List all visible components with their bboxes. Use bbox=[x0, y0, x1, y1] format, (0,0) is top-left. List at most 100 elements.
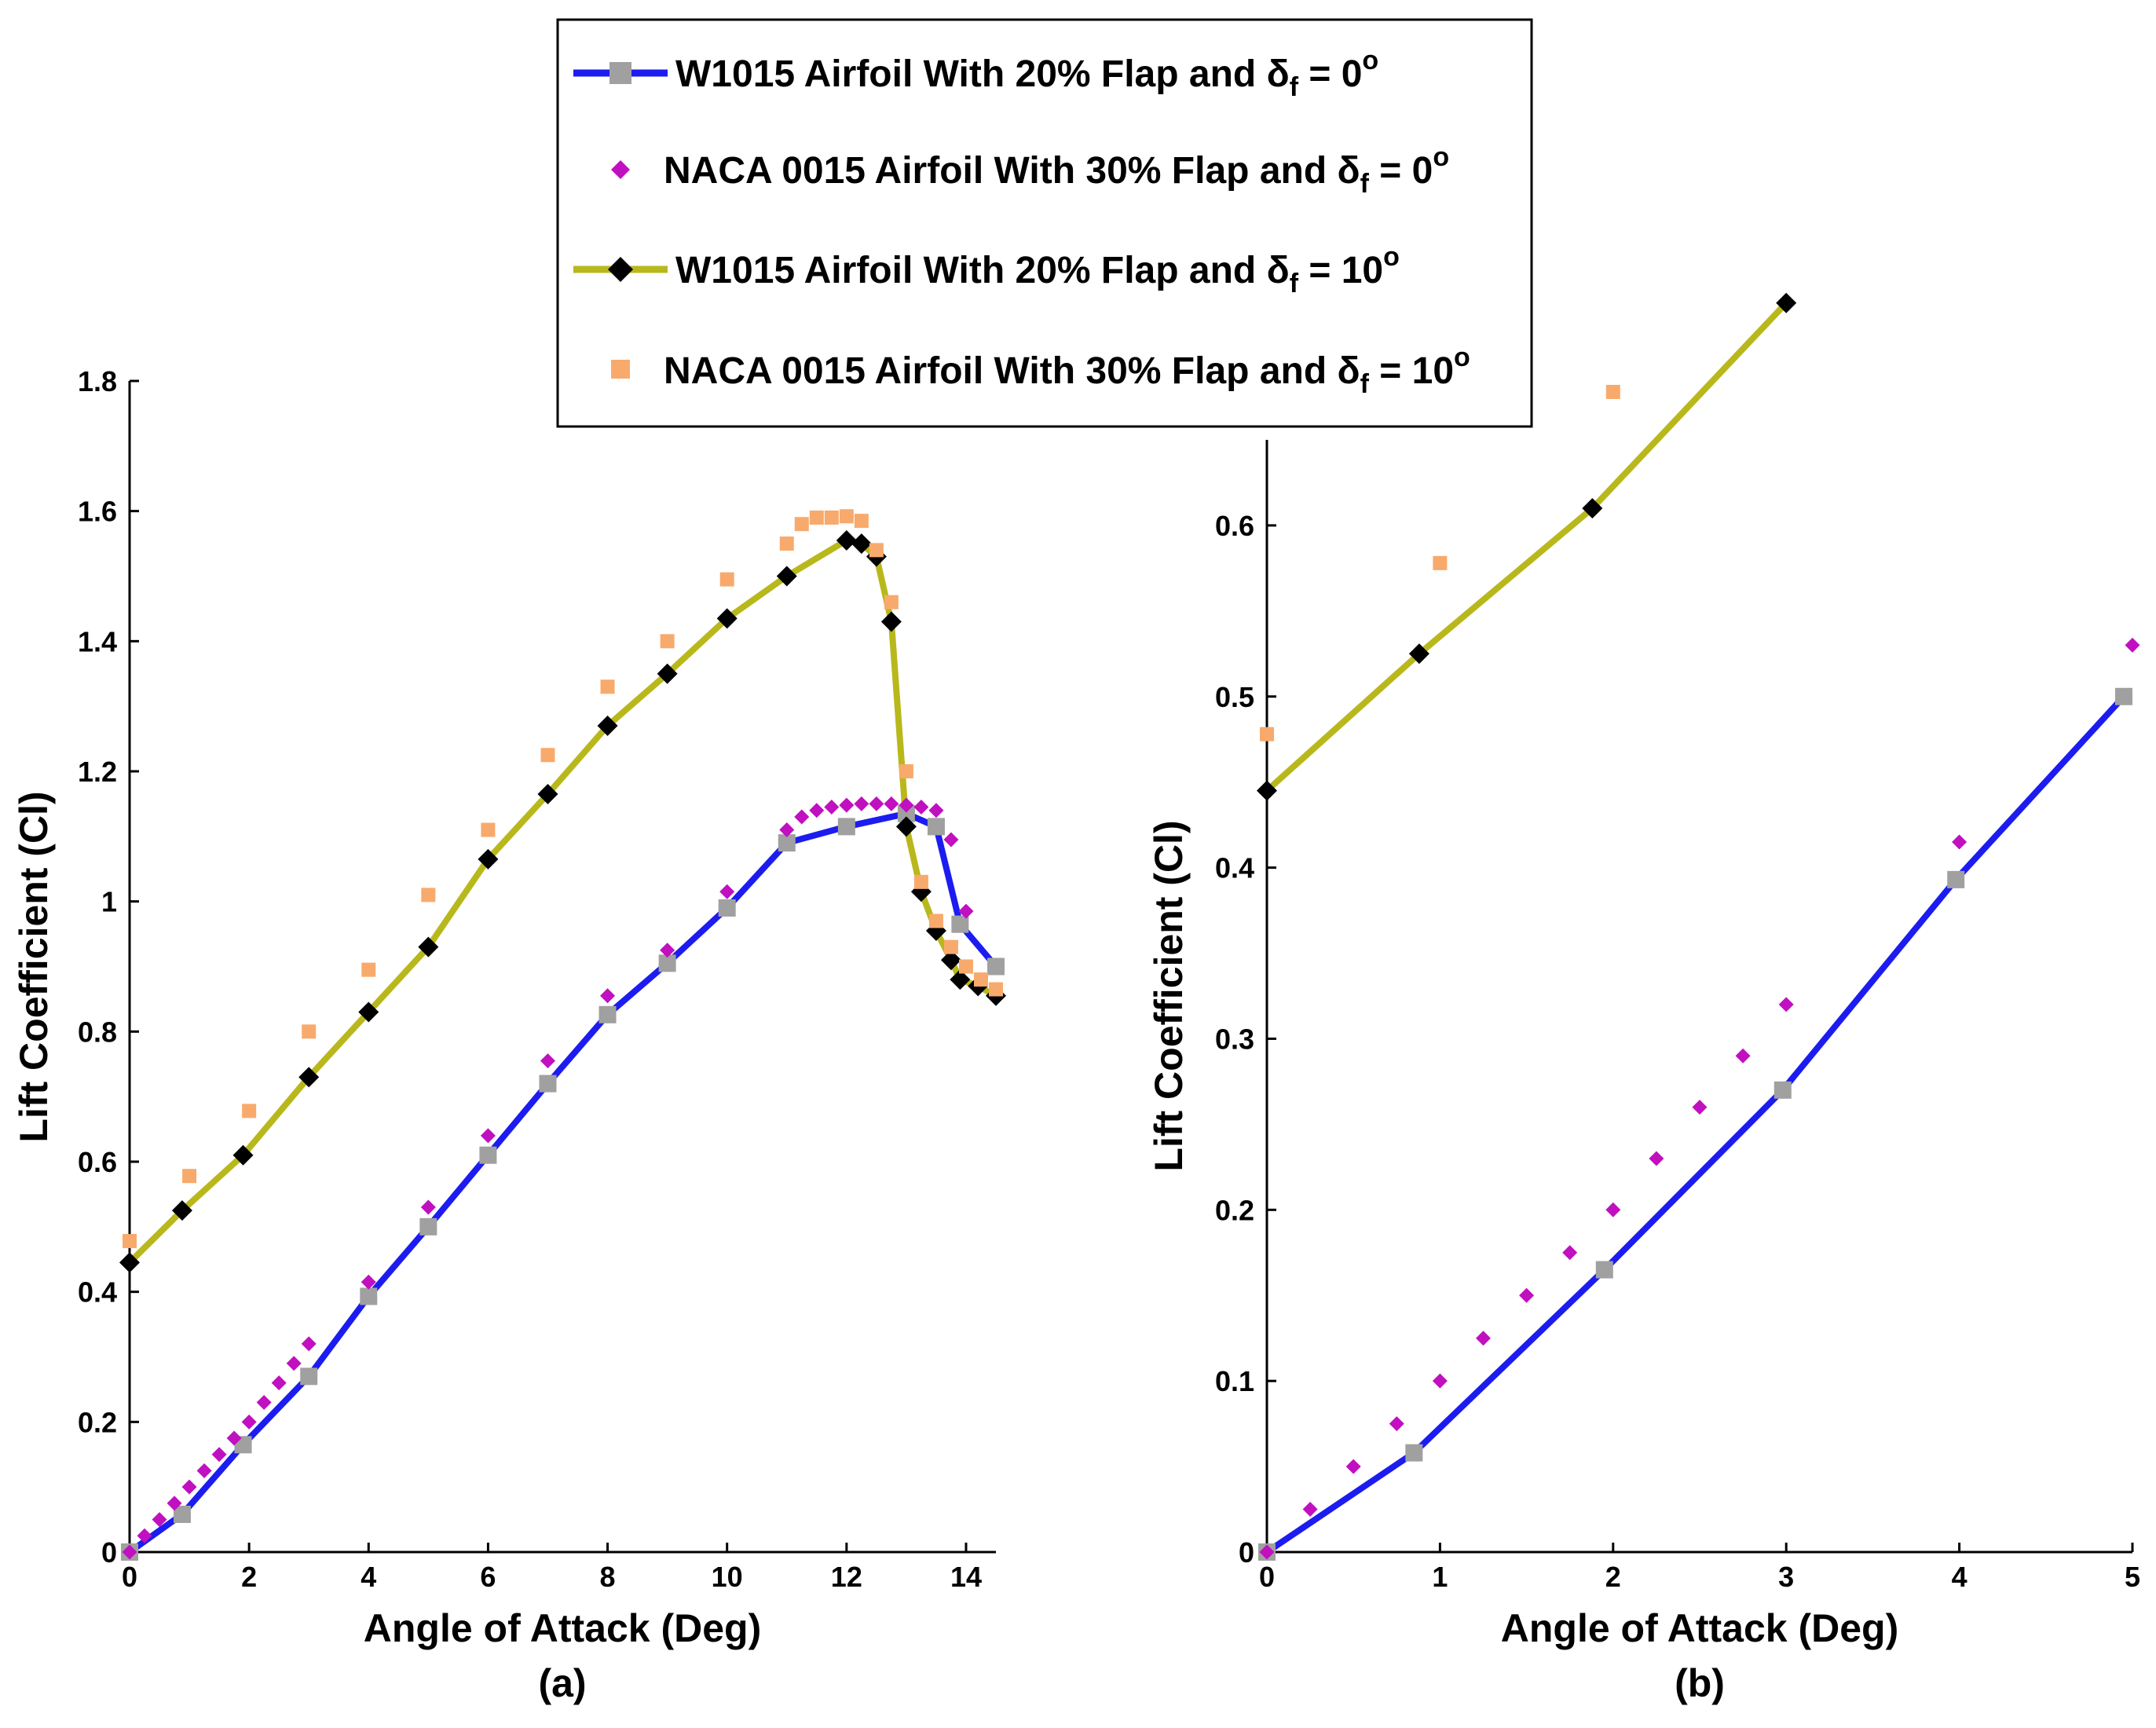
chart-a-point-naca-0 bbox=[928, 803, 944, 818]
chart-a-point-w1015-0 bbox=[360, 1287, 378, 1305]
chart-a-point-w1015-10 bbox=[880, 611, 902, 632]
chart-a-y-tick-label: 0.6 bbox=[78, 1146, 117, 1178]
chart-a-point-w1015-0 bbox=[419, 1217, 437, 1236]
chart-a-point-w1015-10 bbox=[537, 783, 558, 804]
chart-a-point-naca-0 bbox=[794, 809, 810, 825]
chart-a-y-tick-label: 1.4 bbox=[78, 625, 117, 657]
chart-a-point-naca-0 bbox=[854, 796, 869, 811]
legend-marker-naca-10 bbox=[611, 360, 630, 379]
chart-a-point-naca-0 bbox=[137, 1528, 152, 1543]
chart-b-y-tick-label: 0.5 bbox=[1215, 681, 1254, 713]
chart-a-point-naca-0 bbox=[884, 796, 899, 811]
chart-a-point-naca-0 bbox=[824, 800, 840, 815]
chart-a-x-axis-title: Angle of Attack (Deg) bbox=[364, 1606, 762, 1650]
chart-b-y-tick-label: 0.1 bbox=[1215, 1365, 1254, 1397]
chart-a-point-w1015-10 bbox=[478, 848, 499, 869]
chart-a-point-naca-10 bbox=[809, 510, 824, 525]
chart-b-point-naca-0 bbox=[2125, 637, 2140, 653]
chart-a-point-naca-10 bbox=[540, 748, 555, 763]
chart-a-point-naca-0 bbox=[181, 1479, 197, 1495]
chart-a-x-tick-label: 6 bbox=[480, 1561, 496, 1593]
chart-a-point-naca-0 bbox=[869, 796, 884, 811]
chart-a-point-naca-10 bbox=[913, 874, 928, 889]
chart-a-y-tick-label: 0 bbox=[101, 1536, 117, 1569]
chart-b-point-naca-0 bbox=[1519, 1287, 1535, 1303]
chart-a-point-w1015-10 bbox=[298, 1067, 320, 1088]
chart-b-point-naca-10 bbox=[1433, 555, 1448, 570]
chart-b-y-tick-label: 0.4 bbox=[1215, 852, 1254, 884]
legend-text-naca-10: NACA 0015 Airfoil With 30% Flap and δf =… bbox=[664, 342, 1470, 399]
chart-a-point-naca-10 bbox=[302, 1024, 317, 1039]
chart-a-point-naca-10 bbox=[869, 543, 884, 558]
chart-a-point-naca-0 bbox=[256, 1394, 272, 1410]
chart-a-point-naca-10 bbox=[123, 1234, 137, 1249]
chart-a-point-w1015-10 bbox=[836, 529, 857, 551]
chart-b-series bbox=[1257, 292, 2140, 1561]
chart-a-x-tick-label: 0 bbox=[122, 1561, 137, 1593]
chart-a-point-w1015-10 bbox=[358, 1001, 379, 1023]
chart-a-point-w1015-10 bbox=[657, 663, 678, 684]
chart-a-point-naca-10 bbox=[943, 939, 958, 954]
chart-b-point-w1015-0 bbox=[1947, 870, 1965, 888]
chart-a-point-w1015-0 bbox=[778, 834, 796, 852]
legend-marker-w1015-10 bbox=[608, 257, 633, 282]
chart-a-point-naca-10 bbox=[600, 679, 615, 694]
chart-a-point-naca-0 bbox=[241, 1414, 257, 1430]
chart-a-point-w1015-0 bbox=[658, 954, 676, 972]
chart-a-point-naca-10 bbox=[958, 959, 973, 974]
chart-a-y-tick-label: 1.2 bbox=[78, 756, 117, 788]
chart-a-point-w1015-0 bbox=[837, 818, 855, 836]
chart-a-point-w1015-10 bbox=[895, 816, 917, 837]
chart-a-point-w1015-10 bbox=[597, 716, 618, 737]
chart-a-point-naca-0 bbox=[271, 1375, 287, 1391]
chart-a-point-w1015-10 bbox=[716, 608, 738, 629]
chart-a: 0 2 4 6 8 10 12 14 0 0.2 0.4 0.6 0.8 1 1.2 1.4 1.6 1.8 An… bbox=[12, 365, 1006, 1705]
chart-b-point-naca-0 bbox=[1345, 1459, 1361, 1474]
chart-a-point-naca-0 bbox=[167, 1496, 182, 1511]
chart-a-x-tick-label: 14 bbox=[950, 1561, 982, 1593]
chart-b-point-naca-0 bbox=[1735, 1048, 1751, 1064]
legend-entry-naca-0: NACA 0015 Airfoil With 30% Flap and δf =… bbox=[611, 142, 1449, 199]
chart-a-point-naca-0 bbox=[301, 1336, 317, 1352]
chart-a-point-naca-0 bbox=[540, 1053, 555, 1069]
legend-entry-naca-10: NACA 0015 Airfoil With 30% Flap and δf =… bbox=[611, 342, 1470, 399]
chart-b-point-w1015-10 bbox=[1776, 292, 1797, 313]
chart-a-series bbox=[119, 509, 1006, 1561]
chart-b-y-axis-title: Lift Coefficient (Cl) bbox=[1147, 820, 1191, 1171]
chart-a-point-naca-10 bbox=[719, 572, 734, 587]
legend: W1015 Airfoil With 20% Flap and δf = 0o … bbox=[556, 18, 1533, 428]
chart-b-y-tick-label: 0.2 bbox=[1215, 1194, 1254, 1226]
chart-b-y-tick-label: 0.6 bbox=[1215, 510, 1254, 542]
chart-b-point-w1015-10 bbox=[1582, 498, 1603, 519]
chart-b-x-tick-label: 0 bbox=[1259, 1561, 1275, 1593]
chart-a-y-axis-title: Lift Coefficient (Cl) bbox=[12, 791, 56, 1142]
chart-a-point-naca-0 bbox=[660, 943, 675, 958]
chart-b-point-naca-10 bbox=[1260, 727, 1274, 741]
chart-a-point-w1015-0 bbox=[539, 1075, 557, 1093]
chart-a-y-tick-label: 0.8 bbox=[78, 1016, 117, 1048]
chart-a-point-w1015-0 bbox=[987, 957, 1005, 976]
chart-a-point-naca-10 bbox=[824, 510, 839, 525]
chart-b-point-naca-0 bbox=[1605, 1202, 1621, 1217]
chart-a-point-w1015-0 bbox=[897, 804, 915, 822]
chart-b-point-naca-0 bbox=[1692, 1100, 1708, 1115]
chart-b-x-axis-title: Angle of Attack (Deg) bbox=[1501, 1606, 1899, 1650]
chart-a-point-naca-0 bbox=[211, 1447, 227, 1463]
chart-a-point-w1015-10 bbox=[940, 950, 961, 971]
chart-a-point-naca-0 bbox=[361, 1274, 376, 1290]
chart-a-point-naca-0 bbox=[899, 797, 914, 813]
chart-b-x-tick-label: 3 bbox=[1778, 1561, 1794, 1593]
chart-a-point-naca-0 bbox=[196, 1463, 212, 1478]
chart-b-x-tick-label: 2 bbox=[1605, 1561, 1621, 1593]
chart-a-point-w1015-10 bbox=[950, 969, 971, 990]
chart-a-point-w1015-0 bbox=[951, 915, 969, 933]
chart-a-point-naca-0 bbox=[719, 884, 735, 899]
chart-b-x-tick-label: 4 bbox=[1952, 1561, 1967, 1593]
chart-b-point-w1015-0 bbox=[2114, 687, 2132, 705]
chart-a-x-tick-label: 2 bbox=[241, 1561, 257, 1593]
chart-b-point-naca-0 bbox=[1259, 1544, 1275, 1560]
chart-b-point-naca-0 bbox=[1476, 1331, 1491, 1346]
chart-b-point-w1015-0 bbox=[1773, 1081, 1792, 1099]
chart-a-point-naca-0 bbox=[152, 1512, 167, 1528]
